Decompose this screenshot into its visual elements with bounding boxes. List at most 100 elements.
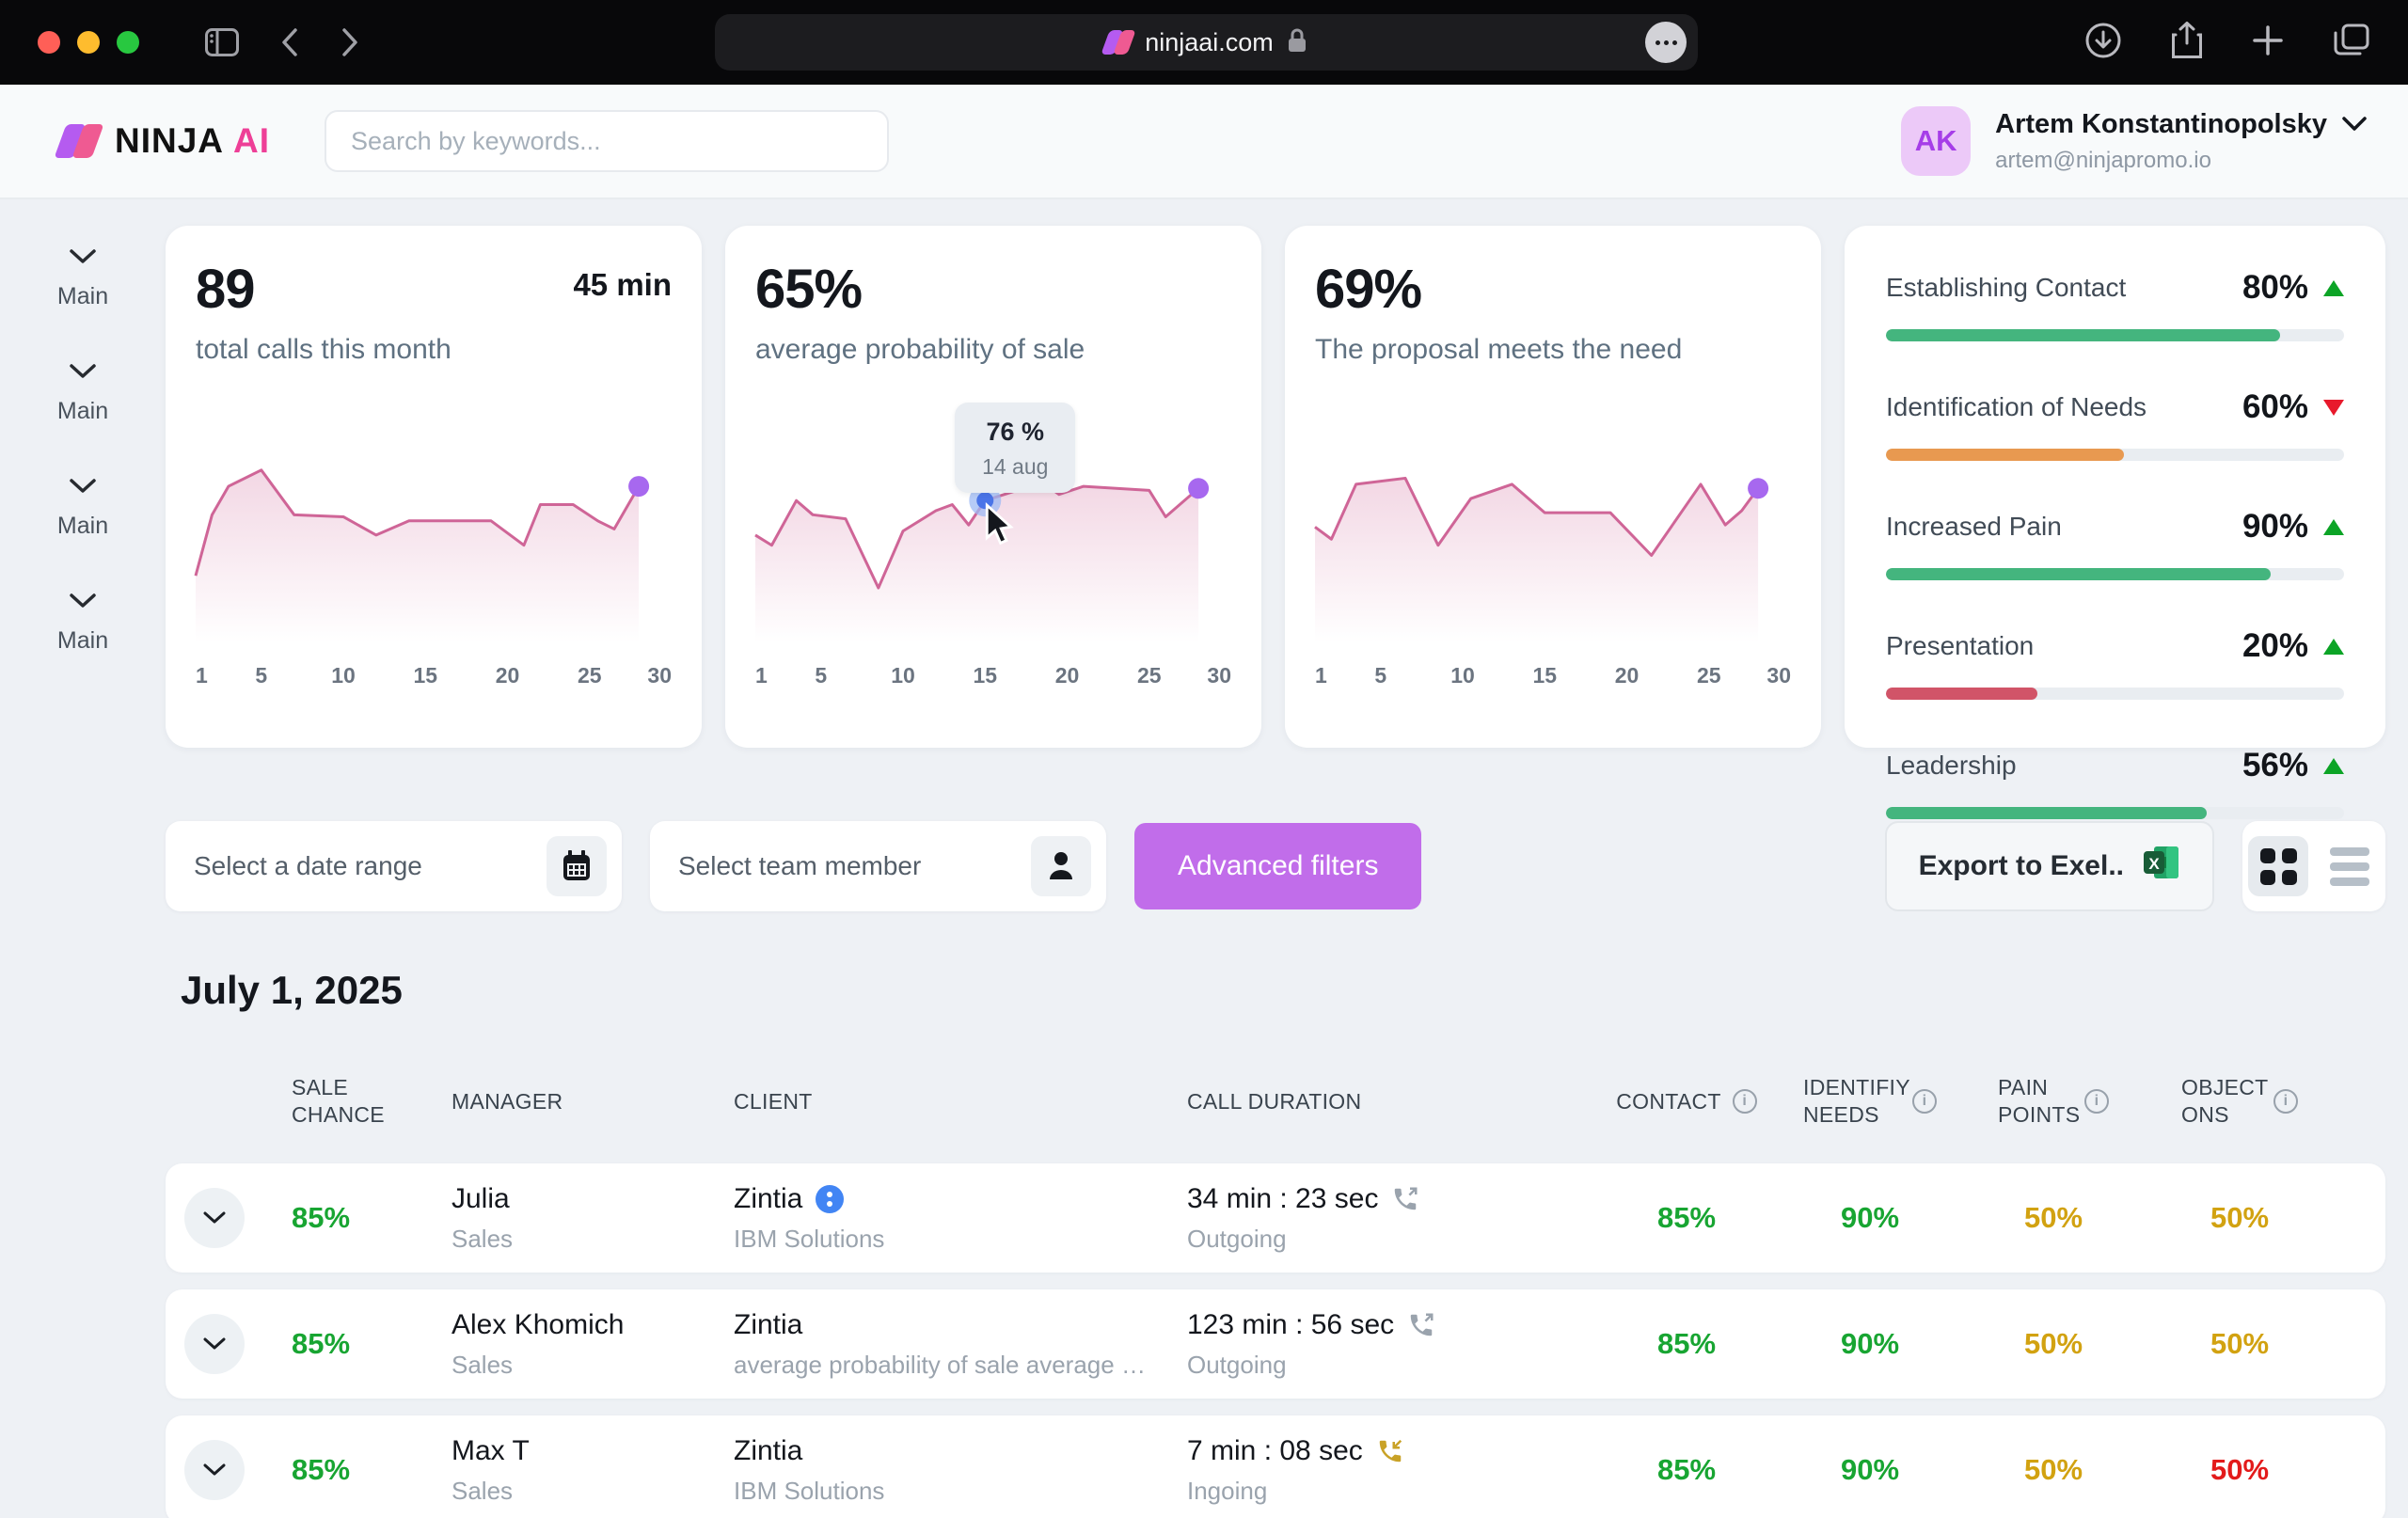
back-button[interactable] <box>280 27 299 57</box>
table-row[interactable]: 85% Alex Khomich Sales Zintia average pr… <box>166 1289 2385 1399</box>
ninja-logo-icon <box>54 124 104 158</box>
person-icon[interactable] <box>1031 836 1091 896</box>
contact-score: 85% <box>1656 1327 1717 1360</box>
pain-points-score: 50% <box>2023 1201 2083 1234</box>
user-menu[interactable]: AK Artem Konstantinopolsky artem@ninjapr… <box>1901 106 2367 176</box>
team-member-picker[interactable] <box>650 821 1106 911</box>
sidebar-item-main-3[interactable]: Main <box>0 478 166 540</box>
chevron-down-icon <box>203 1211 226 1224</box>
stat-title: average probability of sale <box>755 334 1085 365</box>
progress-bar <box>1886 568 2344 580</box>
zoom-window-button[interactable] <box>117 31 139 54</box>
sidebar-toggle-icon[interactable] <box>205 28 239 56</box>
column-pain-points: PAIN POINTS i <box>1962 1074 2145 1129</box>
brand-logo[interactable]: NINJA AI <box>54 121 270 161</box>
stat-card-total-calls: 89 45 min total calls this month 1 5 10 15 2… <box>166 226 702 748</box>
date-range-input[interactable] <box>194 851 547 881</box>
list-view-icon[interactable] <box>2320 836 2380 896</box>
manager-cell: Max T Sales <box>452 1434 530 1505</box>
date-range-picker[interactable] <box>166 821 622 911</box>
page-menu-icon[interactable] <box>1645 22 1687 63</box>
window-controls <box>38 31 139 54</box>
search-input[interactable] <box>351 126 863 156</box>
svg-text:X: X <box>2148 855 2160 873</box>
downloads-icon[interactable] <box>2084 22 2122 64</box>
close-window-button[interactable] <box>38 31 60 54</box>
outgoing-call-icon <box>1395 1187 1418 1210</box>
browser-chrome: ninjaai.com <box>0 0 2408 85</box>
table-row[interactable]: 85% Max T Sales Zintia IBM Solutions 7 m… <box>166 1415 2385 1518</box>
stat-aside: 45 min <box>573 267 672 302</box>
call-duration-cell: 7 min : 08 sec Ingoing <box>1187 1435 1595 1506</box>
stat-value: 69% <box>1315 259 1422 320</box>
user-name: Artem Konstantinopolsky <box>1995 108 2327 139</box>
search-box[interactable] <box>325 110 890 172</box>
line-chart: 1 5 10 15 20 25 30 <box>194 398 672 695</box>
bot-badge-icon <box>816 1184 845 1213</box>
expand-row-button[interactable] <box>184 1440 245 1500</box>
forward-button[interactable] <box>341 27 359 57</box>
info-icon[interactable]: i <box>2084 1089 2109 1114</box>
manager-cell: Alex Khomich Sales <box>452 1308 625 1379</box>
contact-score: 85% <box>1656 1453 1717 1486</box>
line-chart: 76 % 14 aug 1 5 10 15 20 25 30 <box>754 398 1231 695</box>
calendar-icon[interactable] <box>547 836 607 896</box>
progress-bar <box>1886 807 2344 819</box>
stat-value: 89 <box>196 259 256 320</box>
pain-points-score: 50% <box>2023 1327 2083 1360</box>
team-member-input[interactable] <box>678 851 1031 881</box>
info-icon[interactable]: i <box>2273 1089 2298 1114</box>
sidebar-item-main-1[interactable]: Main <box>0 248 166 310</box>
tooltip-value: 76 % <box>986 418 1045 447</box>
call-duration-cell: 34 min : 23 sec Outgoing <box>1187 1183 1595 1254</box>
progress-bar <box>1886 449 2344 461</box>
sale-chance-value: 85% <box>292 1453 351 1486</box>
new-tab-icon[interactable] <box>2252 24 2284 61</box>
x-axis-labels: 1 5 10 15 20 25 30 <box>755 663 1231 688</box>
chevron-down-icon <box>2342 117 2367 131</box>
avatar: AK <box>1901 106 1972 176</box>
chevron-down-icon <box>70 364 96 378</box>
table-row[interactable]: 85% Julia Sales Zintia IBM Solutions 34 … <box>166 1163 2385 1273</box>
outgoing-call-icon <box>1410 1313 1434 1336</box>
funnel-row: Identification of Needs 60% <box>1886 388 2344 461</box>
grid-view-icon[interactable] <box>2248 836 2308 896</box>
x-axis-labels: 1 5 10 15 20 25 30 <box>196 663 672 688</box>
identify-needs-score: 90% <box>1840 1201 1900 1234</box>
expand-row-button[interactable] <box>184 1314 245 1374</box>
share-icon[interactable] <box>2171 21 2203 65</box>
chevron-down-icon <box>70 593 96 608</box>
funnel-row: Presentation 20% <box>1886 627 2344 700</box>
line-chart: 1 5 10 15 20 25 30 <box>1314 398 1791 695</box>
expand-row-button[interactable] <box>184 1188 245 1248</box>
sales-funnel-panel: Establishing Contact 80% Identification … <box>1845 226 2385 819</box>
contact-score: 85% <box>1656 1201 1717 1234</box>
brand-name: NINJA <box>115 121 225 160</box>
tab-overview-icon[interactable] <box>2333 23 2370 63</box>
ingoing-call-icon <box>1379 1439 1402 1462</box>
mouse-cursor <box>985 501 1014 546</box>
view-toggle <box>2242 821 2385 911</box>
column-manager: MANAGER <box>452 1088 563 1114</box>
sidebar: Main Main Main Main <box>0 199 166 1518</box>
client-cell: Zintia IBM Solutions <box>734 1182 885 1253</box>
address-bar[interactable]: ninjaai.com <box>715 14 1698 71</box>
x-axis-labels: 1 5 10 15 20 25 30 <box>1315 663 1791 688</box>
lock-icon <box>1287 27 1307 58</box>
export-to-excel-button[interactable]: Export to Exel.. X <box>1884 821 2214 911</box>
advanced-filters-button[interactable]: Advanced filters <box>1134 823 1422 909</box>
funnel-row: Increased Pain 90% <box>1886 508 2344 580</box>
client-cell: Zintia IBM Solutions <box>734 1434 885 1505</box>
sidebar-item-main-2[interactable]: Main <box>0 363 166 425</box>
objections-score: 50% <box>2210 1453 2270 1486</box>
chevron-down-icon <box>203 1463 226 1476</box>
stat-title: The proposal meets the need <box>1315 334 1683 365</box>
info-icon[interactable]: i <box>1732 1089 1757 1114</box>
excel-icon: X <box>2143 845 2180 888</box>
info-icon[interactable]: i <box>1912 1089 1937 1114</box>
minimize-window-button[interactable] <box>77 31 100 54</box>
sidebar-item-main-4[interactable]: Main <box>0 593 166 655</box>
trend-up-icon <box>2323 638 2344 655</box>
stat-card-proposal: 69% The proposal meets the need 1 5 10 15 20… <box>1285 226 1821 748</box>
